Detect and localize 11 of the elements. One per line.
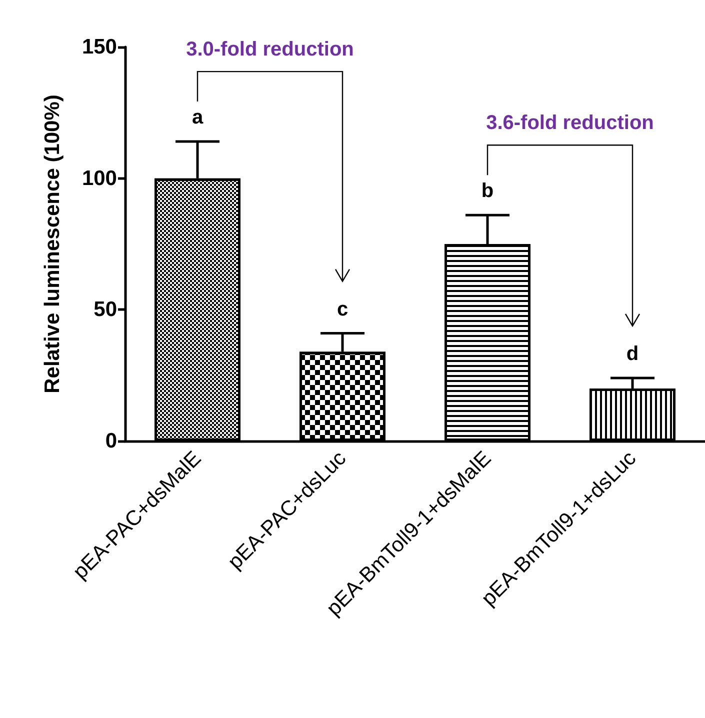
y-tick-label: 0 (105, 430, 117, 452)
annotation: 3.0-fold reduction (186, 38, 354, 61)
y-tick-label: 100 (82, 166, 117, 190)
annotation: d (626, 342, 639, 365)
annotation: b (481, 180, 494, 202)
y-tick-label: 150 (82, 36, 117, 58)
annotation: 3.6-fold reduction (486, 112, 654, 134)
y-tick-label: 50 (94, 298, 117, 322)
y-axis-title: Relative luminescence (100%) (41, 94, 64, 394)
annotation: c (336, 298, 348, 320)
annotation: a (192, 106, 204, 129)
